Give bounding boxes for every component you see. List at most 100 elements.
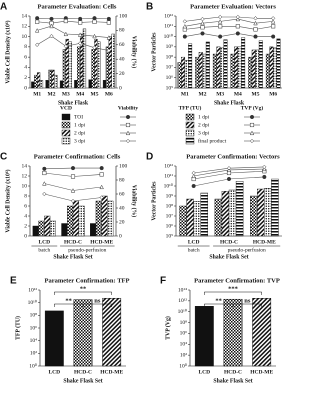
- line-marker: [191, 170, 196, 176]
- x-tick-label: M5: [252, 91, 260, 97]
- y2-tick-label: 20: [119, 219, 125, 225]
- y-tick-label: 10¹⁴: [178, 287, 187, 293]
- line: [37, 25, 109, 38]
- y2-tick-label: 100: [119, 163, 128, 169]
- bar: [73, 299, 93, 367]
- line-marker: [262, 174, 267, 180]
- chart-title: Parameter Confirmation: Cells: [34, 153, 121, 160]
- line-marker: [191, 183, 196, 189]
- y-tick-label: 10⁷: [166, 65, 174, 71]
- bar: [34, 74, 38, 89]
- x-axis-label: Shake Flask: [58, 100, 89, 106]
- legend-swatch: [185, 113, 195, 121]
- x-tick-label: M6: [105, 91, 113, 97]
- y2-tick-label: 40: [119, 205, 125, 211]
- bar: [212, 53, 217, 89]
- line-marker: [106, 20, 111, 25]
- significance-bracket: [54, 291, 112, 295]
- line: [184, 25, 274, 30]
- line-marker: [70, 198, 76, 204]
- bar: [95, 200, 102, 237]
- y-tick-label: 10¹²: [164, 163, 173, 169]
- line-marker: [253, 20, 258, 26]
- x-tick-label: M6: [269, 91, 277, 97]
- bar: [234, 46, 239, 89]
- bar: [181, 56, 186, 89]
- y-tick-label: 10⁸: [166, 54, 174, 60]
- bar: [248, 56, 253, 89]
- bar: [48, 69, 52, 89]
- line-marker: [253, 27, 258, 32]
- y-tick-label: 10¹⁰: [178, 308, 188, 315]
- chart-title: Parameter Confirmation: TVP: [194, 277, 280, 284]
- bar: [31, 81, 35, 89]
- line: [37, 35, 109, 51]
- bar: [252, 298, 272, 367]
- y-tick-label: 10⁶: [166, 75, 174, 81]
- significance-label: ***: [228, 285, 238, 292]
- bar: [105, 46, 110, 89]
- bar: [251, 49, 256, 89]
- y-tick-label: 10⁶: [30, 325, 38, 331]
- y-tick-label: 12: [22, 173, 28, 179]
- bar: [44, 215, 51, 237]
- bar: [221, 191, 230, 237]
- panel-letter: B: [146, 2, 153, 13]
- bar: [39, 80, 44, 89]
- y-tick-label: 10: [22, 183, 28, 189]
- y-axis-label: Vector Particles: [151, 32, 157, 72]
- bar: [195, 56, 200, 89]
- y-axis-label: TVP (Vg): [164, 316, 171, 340]
- y-tick-label: 10⁵: [166, 85, 174, 91]
- y2-axis-label: Viability (%): [131, 185, 138, 218]
- legend-swatch: [61, 137, 71, 145]
- line-marker: [182, 19, 187, 24]
- bar: [198, 52, 203, 89]
- bar: [272, 47, 277, 89]
- line-marker: [35, 19, 40, 24]
- significance-label: **: [65, 297, 72, 304]
- line-marker: [42, 166, 47, 171]
- y2-tick-label: 80: [119, 177, 125, 183]
- chart-title: Parameter Confirmation: Vectors: [186, 153, 280, 160]
- bar: [59, 80, 64, 89]
- line-marker: [262, 164, 267, 170]
- legend-marker: [125, 138, 131, 144]
- y-tick-label: 14: [22, 13, 28, 19]
- legend-swatch: [185, 121, 195, 129]
- line-marker: [49, 23, 54, 29]
- line-marker: [217, 19, 223, 24]
- y-tick-label: 10¹²: [164, 13, 173, 19]
- x-tick-label: LCD: [188, 239, 200, 245]
- significance-label: **: [80, 285, 87, 292]
- bar: [61, 223, 68, 237]
- bar: [68, 41, 72, 89]
- y-axis-label: Viable Cell Density (x10⁶): [4, 20, 11, 83]
- y-tick-label: 6: [24, 203, 27, 209]
- y-tick-label: 10¹¹: [164, 173, 173, 179]
- bar: [62, 49, 67, 89]
- y2-tick-label: 100: [119, 13, 128, 19]
- line-marker: [182, 34, 187, 39]
- panel-letter: A: [0, 2, 7, 13]
- bar: [44, 310, 64, 367]
- x-tick-label: M5: [91, 91, 99, 97]
- legend-label: 1 dpi: [74, 122, 86, 128]
- x-axis-label: Shake Flask Set: [209, 254, 248, 260]
- x-axis-label: Shake Flask Set: [63, 378, 102, 384]
- legend-marker: [125, 122, 131, 128]
- line-marker: [182, 23, 188, 29]
- bar: [186, 198, 194, 237]
- bar: [36, 72, 41, 89]
- y2-tick-label: 60: [119, 191, 125, 197]
- line-marker: [218, 14, 223, 20]
- y-tick-label: 10¹⁰: [28, 299, 38, 306]
- bar: [219, 47, 224, 89]
- bar: [111, 33, 115, 89]
- y-tick-label: 10⁷: [166, 213, 174, 219]
- chart-title: Parameter Evaluation: Vectors: [190, 3, 276, 10]
- x-tick-label: LCD: [49, 369, 61, 375]
- bar: [249, 195, 258, 237]
- legend-swatch: [61, 121, 71, 129]
- y-tick-label: 14: [22, 163, 28, 169]
